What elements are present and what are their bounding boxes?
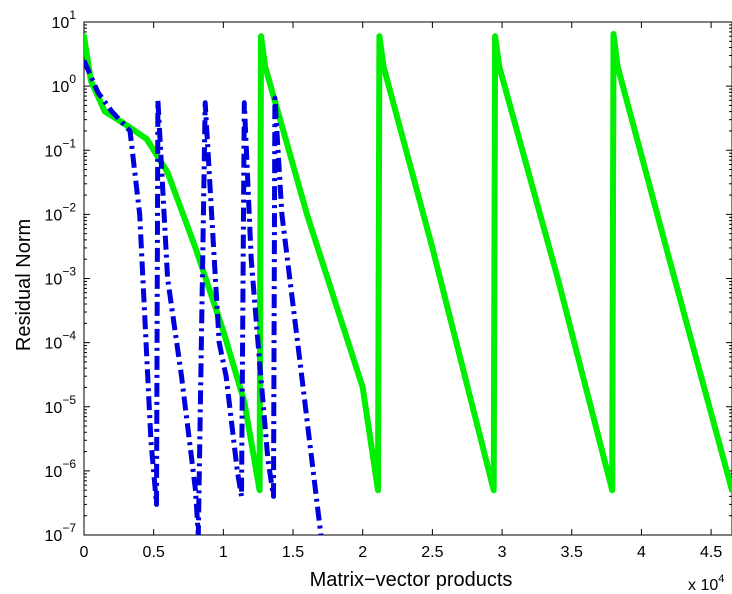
y-tick-label: 10−5 [45,393,77,417]
series-line-2 [84,59,324,535]
x-axis-multiplier: x 104 [688,573,724,594]
x-tick-label: 1 [219,544,228,561]
plot-area-border [83,21,732,536]
y-tick-label-base: 10 [45,272,63,289]
y-tick-label-exponent: −2 [62,200,76,214]
y-tick-label: 10−1 [45,136,77,160]
y-tick-label: 10−3 [45,265,77,289]
y-tick-label-exponent: −5 [62,393,76,407]
y-tick-label-exponent: −1 [62,136,76,150]
y-tick-label-base: 10 [52,79,70,96]
y-tick-label: 10−4 [45,329,77,353]
y-tick-label: 10−6 [45,457,77,481]
x-axis-ticks: 0 0.5 1 1.5 2 2.5 3 3.5 4 4.5 [80,22,722,561]
x-tick-label: 2.5 [421,544,443,561]
y-tick-label: 100 [52,72,77,96]
y-tick-label: 10−2 [45,200,77,224]
y-tick-label-base: 10 [45,528,63,545]
x-axis-multiplier-base: x 10 [688,577,718,594]
y-tick-label-exponent: 0 [69,72,76,86]
y-tick-label-base: 10 [45,464,63,481]
y-tick-label-exponent: −7 [62,521,76,535]
series-layer [84,31,732,535]
y-tick-label-base: 10 [52,15,70,32]
y-tick-label-exponent: −4 [62,329,76,343]
x-axis-label: Matrix−vector products [310,569,513,591]
x-tick-label: 0 [80,544,89,561]
y-tick-label: 101 [52,8,77,32]
x-axis-multiplier-exponent: 4 [718,573,724,585]
x-tick-label: 3.5 [561,544,583,561]
x-tick-label: 0.5 [143,544,165,561]
y-tick-label-base: 10 [45,400,63,417]
x-tick-label: 4.5 [700,544,722,561]
y-tick-label-exponent: −6 [62,457,76,471]
y-tick-label-base: 10 [45,207,63,224]
y-tick-label-base: 10 [45,336,63,353]
y-tick-label-base: 10 [45,143,63,160]
x-tick-label: 3 [498,544,507,561]
y-tick-label-exponent: −3 [62,265,76,279]
y-axis-label: Residual Norm [13,219,35,351]
y-tick-label-exponent: 1 [69,8,76,22]
x-tick-label: 2 [358,544,367,561]
y-tick-label: 10−7 [45,521,77,545]
x-tick-label: 4 [637,544,646,561]
x-tick-label: 1.5 [282,544,304,561]
series-line-1 [84,31,732,494]
plot-frame [83,21,732,536]
